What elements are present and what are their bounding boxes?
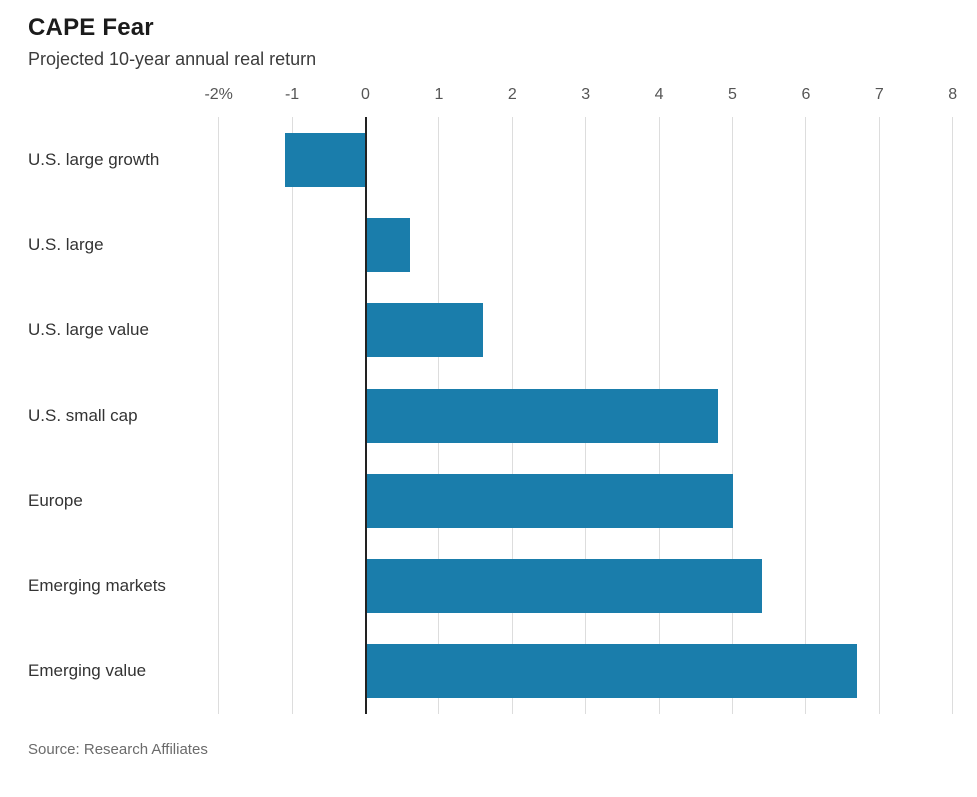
zero-axis-line [364,117,367,714]
x-tick-label: 8 [948,86,958,103]
x-tick-label: -2% [204,86,233,103]
x-tick-label: 7 [874,86,884,103]
chart-subtitle: Projected 10-year annual real return [28,49,317,69]
x-tick-label: 6 [801,86,811,103]
x-tick-label: 5 [728,86,737,103]
gridline [291,117,293,714]
x-tick-label: 2 [507,86,517,103]
bar [365,217,410,272]
gridline [732,117,733,714]
gridline [805,117,807,714]
bar [365,644,858,699]
bar [284,132,366,187]
bar [365,303,483,358]
category-label: U.S. large value [28,320,149,340]
gridline [952,117,954,714]
category-label: U.S. large [28,234,104,254]
x-tick-label: 3 [581,86,591,103]
category-label: U.S. small cap [28,405,138,425]
source-note: Source: Research Affiliates [28,741,208,758]
x-tick-label: 4 [654,86,664,103]
category-label: Emerging markets [28,576,166,596]
chart-title: CAPE Fear [28,14,154,41]
category-label: Emerging value [28,661,147,681]
x-tick-label: 1 [434,86,444,103]
x-tick-label: 0 [361,86,370,103]
category-label: U.S. large growth [28,149,160,169]
bar [365,473,733,528]
category-label: Europe [28,490,83,510]
gridline [878,117,880,714]
bar [365,388,718,443]
gridline [218,117,220,714]
x-tick-label: -1 [284,86,300,103]
bar [365,559,762,614]
